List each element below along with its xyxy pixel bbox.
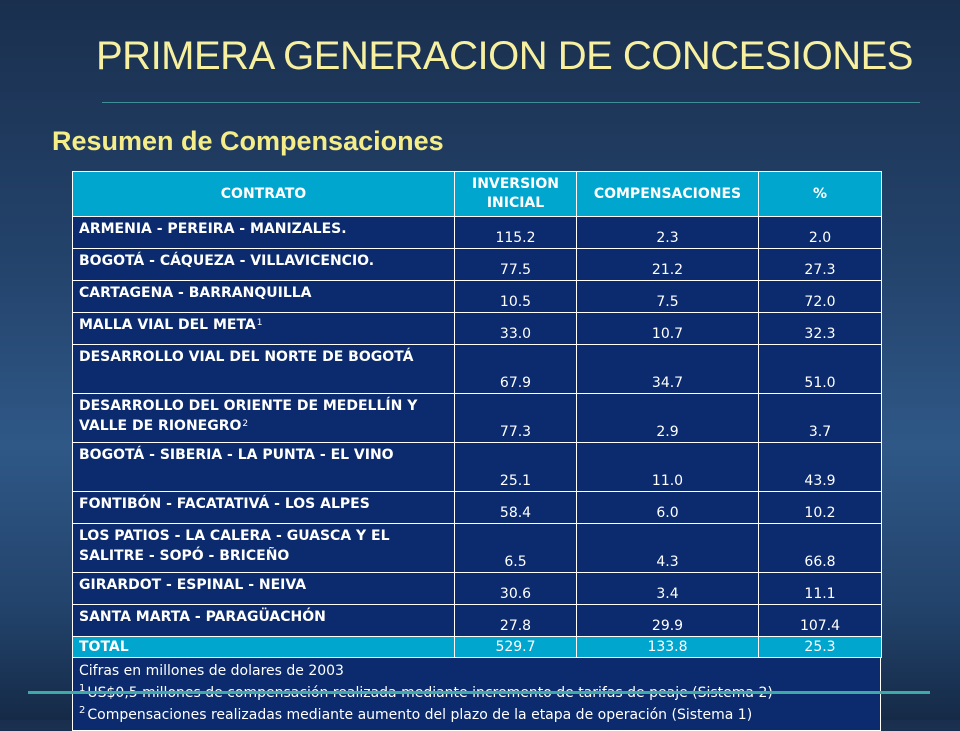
table-row: ARMENIA - PEREIRA - MANIZALES. 115.2 2.3… xyxy=(72,216,882,249)
percent-cell: 2.0 xyxy=(758,216,882,249)
compensaciones-cell: 10.7 xyxy=(576,312,759,345)
total-row: TOTAL 529.7 133.8 25.3 xyxy=(72,636,882,658)
contrato-cell: GIRARDOT - ESPINAL - NEIVA xyxy=(72,572,455,605)
percent-cell: 51.0 xyxy=(758,344,882,394)
total-inversion: 529.7 xyxy=(454,636,577,658)
contrato-cell: BOGOTÁ - SIBERIA - LA PUNTA - EL VINO xyxy=(72,442,455,492)
table-row: DESARROLLO VIAL DEL NORTE DE BOGOTÁ 67.9… xyxy=(72,344,882,394)
percent-cell: 32.3 xyxy=(758,312,882,345)
table-row: LOS PATIOS - LA CALERA - GUASCA Y EL SAL… xyxy=(72,523,882,573)
compensaciones-cell: 3.4 xyxy=(576,572,759,605)
footnote-2: 2 Compensaciones realizadas mediante aume… xyxy=(79,704,874,726)
header-compensaciones: COMPENSACIONES xyxy=(576,171,759,217)
footnote-mark: 2 xyxy=(79,705,86,716)
inversion-cell: 25.1 xyxy=(454,442,577,492)
compensaciones-cell: 21.2 xyxy=(576,248,759,281)
contrato-cell: DESARROLLO VIAL DEL NORTE DE BOGOTÁ xyxy=(72,344,455,394)
table-row: BOGOTÁ - CÁQUEZA - VILLAVICENCIO. 77.5 2… xyxy=(72,248,882,281)
header-percent: % xyxy=(758,171,882,217)
footnote-mark: 1 xyxy=(256,318,263,328)
percent-cell: 10.2 xyxy=(758,491,882,524)
table-row: GIRARDOT - ESPINAL - NEIVA 30.6 3.4 11.1 xyxy=(72,572,882,605)
inversion-cell: 6.5 xyxy=(454,523,577,573)
compensaciones-cell: 7.5 xyxy=(576,280,759,313)
compensaciones-cell: 11.0 xyxy=(576,442,759,492)
contrato-cell: FONTIBÓN - FACATATIVÁ - LOS ALPES xyxy=(72,491,455,524)
table-row: MALLA VIAL DEL META1 33.0 10.7 32.3 xyxy=(72,312,882,345)
total-label: TOTAL xyxy=(72,636,455,658)
percent-cell: 72.0 xyxy=(758,280,882,313)
compensaciones-cell: 29.9 xyxy=(576,604,759,637)
compensaciones-cell: 34.7 xyxy=(576,344,759,394)
contrato-cell: MALLA VIAL DEL META1 xyxy=(72,312,455,345)
bottom-divider xyxy=(28,691,930,694)
contrato-cell: DESARROLLO DEL ORIENTE DE MEDELLÍN Y VAL… xyxy=(72,393,455,443)
percent-cell: 43.9 xyxy=(758,442,882,492)
percent-cell: 3.7 xyxy=(758,393,882,443)
inversion-cell: 77.5 xyxy=(454,248,577,281)
title-divider xyxy=(102,102,920,103)
units-note: Cifras en millones de dolares de 2003 xyxy=(79,663,344,679)
compensaciones-cell: 2.9 xyxy=(576,393,759,443)
header-inversion-inicial: INVERSION INICIAL xyxy=(454,171,577,217)
inversion-cell: 58.4 xyxy=(454,491,577,524)
inversion-cell: 30.6 xyxy=(454,572,577,605)
compensaciones-cell: 6.0 xyxy=(576,491,759,524)
percent-cell: 66.8 xyxy=(758,523,882,573)
table-header-row: CONTRATO INVERSION INICIAL COMPENSACIONE… xyxy=(72,171,882,217)
footnote-mark: 1 xyxy=(79,683,86,694)
contrato-cell: BOGOTÁ - CÁQUEZA - VILLAVICENCIO. xyxy=(72,248,455,281)
contrato-cell: CARTAGENA - BARRANQUILLA xyxy=(72,280,455,313)
percent-cell: 27.3 xyxy=(758,248,882,281)
inversion-cell: 33.0 xyxy=(454,312,577,345)
inversion-cell: 27.8 xyxy=(454,604,577,637)
table-row: DESARROLLO DEL ORIENTE DE MEDELLÍN Y VAL… xyxy=(72,393,882,443)
percent-cell: 107.4 xyxy=(758,604,882,637)
table-row: SANTA MARTA - PARAGÜACHÓN 27.8 29.9 107.… xyxy=(72,604,882,637)
compensaciones-cell: 4.3 xyxy=(576,523,759,573)
compensaciones-cell: 2.3 xyxy=(576,216,759,249)
table-row: FONTIBÓN - FACATATIVÁ - LOS ALPES 58.4 6… xyxy=(72,491,882,524)
compensation-table: CONTRATO INVERSION INICIAL COMPENSACIONE… xyxy=(72,171,882,658)
inversion-cell: 67.9 xyxy=(454,344,577,394)
footnote-text: Compensaciones realizadas mediante aumen… xyxy=(87,707,753,723)
table-row: CARTAGENA - BARRANQUILLA 10.5 7.5 72.0 xyxy=(72,280,882,313)
footnote-mark: 2 xyxy=(242,419,249,429)
contrato-cell: LOS PATIOS - LA CALERA - GUASCA Y EL SAL… xyxy=(72,523,455,573)
table-notes: Cifras en millones de dolares de 2003 1U… xyxy=(72,658,881,731)
total-percent: 25.3 xyxy=(758,636,882,658)
percent-cell: 11.1 xyxy=(758,572,882,605)
total-compensaciones: 133.8 xyxy=(576,636,759,658)
contrato-cell: SANTA MARTA - PARAGÜACHÓN xyxy=(72,604,455,637)
compensation-table-container: CONTRATO INVERSION INICIAL COMPENSACIONE… xyxy=(72,171,882,731)
table-row: BOGOTÁ - SIBERIA - LA PUNTA - EL VINO 25… xyxy=(72,442,882,492)
page-title: PRIMERA GENERACION DE CONCESIONES xyxy=(96,34,913,78)
contrato-cell: ARMENIA - PEREIRA - MANIZALES. xyxy=(72,216,455,249)
inversion-cell: 115.2 xyxy=(454,216,577,249)
inversion-cell: 77.3 xyxy=(454,393,577,443)
section-subtitle: Resumen de Compensaciones xyxy=(52,126,444,156)
header-contrato: CONTRATO xyxy=(72,171,455,217)
inversion-cell: 10.5 xyxy=(454,280,577,313)
